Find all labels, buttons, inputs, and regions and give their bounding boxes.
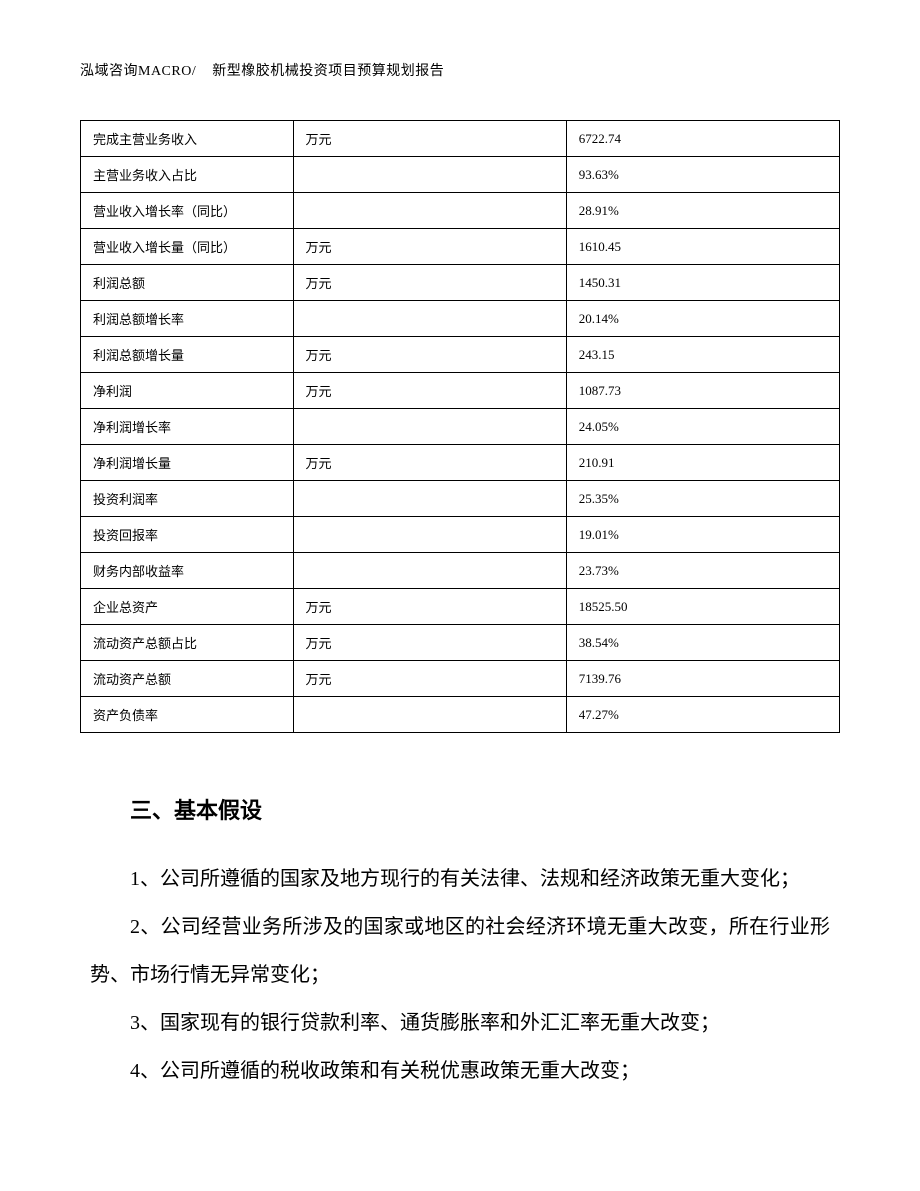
paragraph-1: 1、公司所遵循的国家及地方现行的有关法律、法规和经济政策无重大变化； [90, 855, 830, 903]
row-value: 6722.74 [566, 121, 839, 157]
row-value: 23.73% [566, 553, 839, 589]
row-unit [293, 409, 566, 445]
row-label: 资产负债率 [81, 697, 294, 733]
row-unit [293, 697, 566, 733]
table-row: 财务内部收益率 23.73% [81, 553, 840, 589]
table-row: 净利润 万元 1087.73 [81, 373, 840, 409]
row-value: 1610.45 [566, 229, 839, 265]
row-unit [293, 301, 566, 337]
row-unit: 万元 [293, 589, 566, 625]
row-value: 19.01% [566, 517, 839, 553]
row-unit [293, 517, 566, 553]
table-row: 营业收入增长率（同比） 28.91% [81, 193, 840, 229]
row-label: 营业收入增长率（同比） [81, 193, 294, 229]
table-row: 营业收入增长量（同比） 万元 1610.45 [81, 229, 840, 265]
row-label: 投资利润率 [81, 481, 294, 517]
row-value: 24.05% [566, 409, 839, 445]
table-row: 完成主营业务收入 万元 6722.74 [81, 121, 840, 157]
row-label: 财务内部收益率 [81, 553, 294, 589]
row-unit [293, 481, 566, 517]
row-value: 28.91% [566, 193, 839, 229]
row-value: 38.54% [566, 625, 839, 661]
table-row: 净利润增长率 24.05% [81, 409, 840, 445]
row-value: 20.14% [566, 301, 839, 337]
table-row: 投资利润率 25.35% [81, 481, 840, 517]
table-row: 主营业务收入占比 93.63% [81, 157, 840, 193]
row-unit: 万元 [293, 229, 566, 265]
row-label: 流动资产总额 [81, 661, 294, 697]
row-value: 93.63% [566, 157, 839, 193]
page-header: 泓域咨询MACRO/ 新型橡胶机械投资项目预算规划报告 [80, 60, 840, 80]
row-unit: 万元 [293, 337, 566, 373]
document-title: 新型橡胶机械投资项目预算规划报告 [212, 64, 444, 79]
paragraph-2: 2、公司经营业务所涉及的国家或地区的社会经济环境无重大改变，所在行业形势、市场行… [90, 903, 830, 999]
table-row: 利润总额增长量 万元 243.15 [81, 337, 840, 373]
row-label: 利润总额增长率 [81, 301, 294, 337]
row-label: 企业总资产 [81, 589, 294, 625]
row-unit [293, 553, 566, 589]
row-label: 投资回报率 [81, 517, 294, 553]
row-unit: 万元 [293, 373, 566, 409]
row-unit [293, 157, 566, 193]
row-value: 18525.50 [566, 589, 839, 625]
row-value: 25.35% [566, 481, 839, 517]
company-name: 泓域咨询MACRO/ [80, 64, 196, 79]
table-row: 流动资产总额占比 万元 38.54% [81, 625, 840, 661]
table-body: 完成主营业务收入 万元 6722.74 主营业务收入占比 93.63% 营业收入… [81, 121, 840, 733]
row-value: 1450.31 [566, 265, 839, 301]
row-label: 流动资产总额占比 [81, 625, 294, 661]
paragraph-4: 4、公司所遵循的税收政策和有关税优惠政策无重大改变； [90, 1047, 830, 1095]
row-label: 营业收入增长量（同比） [81, 229, 294, 265]
row-label: 利润总额增长量 [81, 337, 294, 373]
table-row: 利润总额增长率 20.14% [81, 301, 840, 337]
table-row: 利润总额 万元 1450.31 [81, 265, 840, 301]
table-row: 投资回报率 19.01% [81, 517, 840, 553]
section-heading: 三、基本假设 [130, 793, 840, 825]
table-row: 企业总资产 万元 18525.50 [81, 589, 840, 625]
row-unit: 万元 [293, 265, 566, 301]
row-value: 47.27% [566, 697, 839, 733]
row-label: 净利润增长率 [81, 409, 294, 445]
row-unit: 万元 [293, 661, 566, 697]
table-row: 净利润增长量 万元 210.91 [81, 445, 840, 481]
row-value: 1087.73 [566, 373, 839, 409]
financial-table: 完成主营业务收入 万元 6722.74 主营业务收入占比 93.63% 营业收入… [80, 120, 840, 733]
row-unit: 万元 [293, 445, 566, 481]
row-unit: 万元 [293, 625, 566, 661]
row-value: 210.91 [566, 445, 839, 481]
row-label: 净利润增长量 [81, 445, 294, 481]
row-label: 利润总额 [81, 265, 294, 301]
paragraph-3: 3、国家现有的银行贷款利率、通货膨胀率和外汇汇率无重大改变； [90, 999, 830, 1047]
table-row: 流动资产总额 万元 7139.76 [81, 661, 840, 697]
row-value: 7139.76 [566, 661, 839, 697]
row-label: 净利润 [81, 373, 294, 409]
row-label: 主营业务收入占比 [81, 157, 294, 193]
row-unit: 万元 [293, 121, 566, 157]
row-unit [293, 193, 566, 229]
row-value: 243.15 [566, 337, 839, 373]
table-row: 资产负债率 47.27% [81, 697, 840, 733]
row-label: 完成主营业务收入 [81, 121, 294, 157]
